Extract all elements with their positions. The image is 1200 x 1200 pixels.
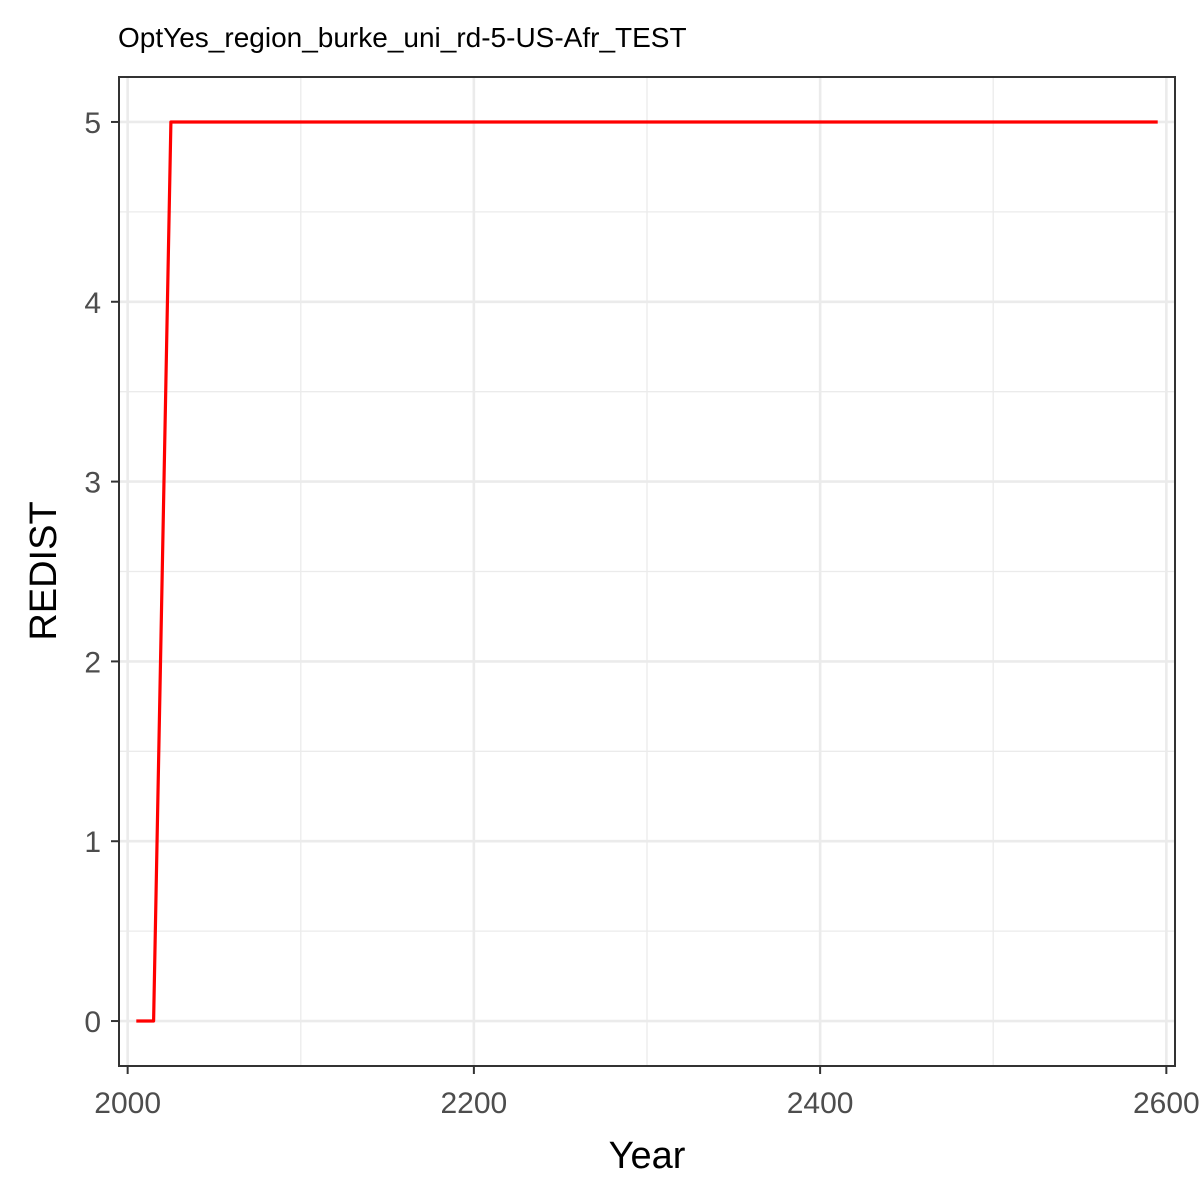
minor-gridlines [119,77,1175,1066]
y-tick-label: 0 [84,1006,101,1039]
y-tick-label: 3 [84,467,101,500]
chart-title: OptYes_region_burke_uni_rd-5-US-Afr_TEST [118,22,687,53]
x-tick-label: 2600 [1133,1087,1200,1120]
y-axis: 0 1 2 3 4 5 [84,107,119,1039]
y-tick-label: 5 [84,107,101,140]
x-tick-label: 2400 [787,1087,854,1120]
x-tick-label: 2200 [441,1087,508,1120]
plot-panel-border [118,76,1176,1067]
x-tick-label: 2000 [94,1087,161,1120]
y-axis-title: REDIST [23,501,65,640]
x-axis: 2000 2200 2400 2600 [94,1066,1200,1120]
y-tick-label: 1 [84,826,101,859]
y-tick-label: 4 [84,287,101,320]
series-layer [136,120,1158,1023]
series-line [136,120,1158,1023]
x-axis-title: Year [609,1135,686,1177]
y-tick-label: 2 [84,646,101,679]
